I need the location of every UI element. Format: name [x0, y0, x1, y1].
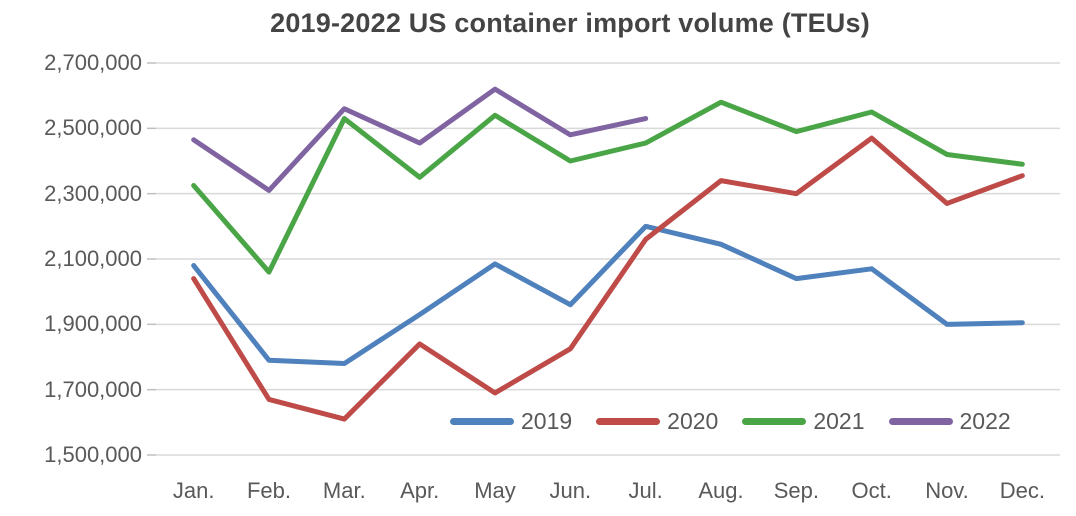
x-axis-tick-label: Oct.	[851, 478, 892, 503]
legend-swatch-2022	[888, 418, 953, 425]
legend-label-2022: 2022	[959, 408, 1011, 434]
y-axis-tick-label: 1,900,000	[44, 311, 142, 337]
y-axis-tick-label: 1,500,000	[44, 442, 142, 467]
legend-swatch-2020	[596, 418, 661, 425]
x-axis-tick-label: Aug.	[698, 478, 744, 503]
legend: 2019 2020 2021 2022	[450, 408, 1011, 435]
y-axis-tick-label: 2,700,000	[44, 50, 142, 75]
legend-swatch-2019	[450, 418, 514, 425]
series-line-2022	[191, 86, 649, 193]
x-axis-tick-label: Dec.	[999, 478, 1045, 503]
x-axis-tick-label: Jul.	[628, 478, 663, 503]
legend-label-2020: 2020	[667, 408, 719, 434]
x-axis-tick-label: Feb.	[246, 478, 292, 503]
y-axis-tick-label: 2,100,000	[44, 246, 142, 271]
y-axis-tick-label: 2,500,000	[44, 115, 142, 141]
legend-item-2019: 2019	[450, 408, 572, 435]
y-axis-tick-label: 1,700,000	[44, 376, 142, 402]
legend-swatch-2021	[742, 418, 807, 425]
x-axis-tick-label: Apr.	[400, 478, 440, 503]
x-axis-tick-label: Mar.	[322, 478, 366, 503]
x-axis-tick-label: Nov.	[925, 478, 969, 503]
x-axis-tick-label: Sep.	[773, 478, 819, 503]
legend-label-2019: 2019	[521, 408, 573, 434]
y-axis-tick-label: 2,300,000	[44, 180, 142, 206]
series-line-2019	[191, 223, 1025, 367]
legend-label-2021: 2021	[813, 408, 865, 434]
series-line-2021	[191, 99, 1025, 275]
x-axis-tick-label: Jun.	[549, 478, 592, 503]
x-axis-tick-label: May	[474, 478, 516, 503]
series-line-2020	[191, 135, 1025, 422]
legend-item-2022: 2022	[888, 408, 1011, 435]
legend-item-2021: 2021	[742, 408, 865, 435]
x-axis-tick-label: Jan.	[172, 478, 215, 503]
chart-title: 2019-2022 US container import volume (TE…	[270, 8, 870, 38]
legend-item-2020: 2020	[596, 408, 718, 435]
